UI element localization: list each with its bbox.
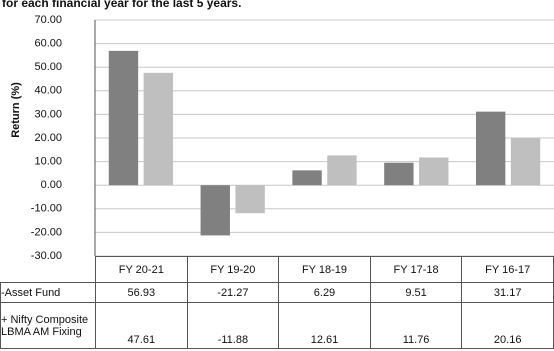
table-value: 12.61: [278, 302, 371, 349]
x-tick-label: FY 20-21: [95, 256, 188, 283]
bar: [143, 72, 174, 186]
y-tick-label: -10.00: [31, 203, 62, 215]
x-tick-label: FY 19-20: [186, 256, 280, 283]
x-tick-label: FY 16-17: [461, 256, 554, 283]
bar: [327, 155, 357, 186]
bar: [200, 185, 230, 236]
table-value: 20.16: [461, 302, 554, 349]
corner: [0, 256, 96, 283]
y-tick-label: 30.00: [34, 108, 62, 120]
bar: [384, 162, 414, 186]
y-tick-label: 70.00: [34, 14, 62, 26]
bar: [475, 111, 506, 186]
legend-label: + Nifty Composite LBMA AM Fixing: [0, 302, 96, 349]
x-tick-label: FY 17-18: [369, 256, 463, 283]
y-tick-label: 20.00: [34, 132, 62, 144]
table-value: 6.29: [278, 282, 371, 303]
y-tick-label: 60.00: [34, 38, 62, 50]
table-value: -21.27: [186, 282, 280, 303]
bar: [235, 185, 265, 214]
data-table: FY 20-21 FY 19-20 FY 18-19 FY 17-18 FY 16-17…: [0, 256, 554, 349]
y-tick-label: 0.00: [41, 179, 62, 191]
y-tick-label: 50.00: [34, 61, 62, 73]
bar: [419, 157, 449, 186]
y-tick-label: 10.00: [34, 156, 62, 168]
y-tick-label: 40.00: [34, 85, 62, 97]
x-tick-label: FY 18-19: [278, 256, 371, 283]
y-axis-title: Return (%): [10, 82, 22, 138]
y-tick-label: -20.00: [31, 226, 62, 238]
bar: [292, 170, 322, 186]
table-value: 31.17: [461, 282, 554, 303]
chart-title: for each financial year for the last 5 y…: [2, 0, 241, 10]
table-value: 9.51: [369, 282, 463, 303]
bar: [510, 137, 541, 186]
table-value: 11.76: [369, 302, 463, 349]
table-value: 47.61: [95, 302, 188, 349]
legend-label: -Asset Fund: [0, 282, 96, 303]
table-value: 56.93: [95, 282, 188, 303]
bar: [108, 50, 139, 186]
table-value: -11.88: [186, 302, 280, 349]
